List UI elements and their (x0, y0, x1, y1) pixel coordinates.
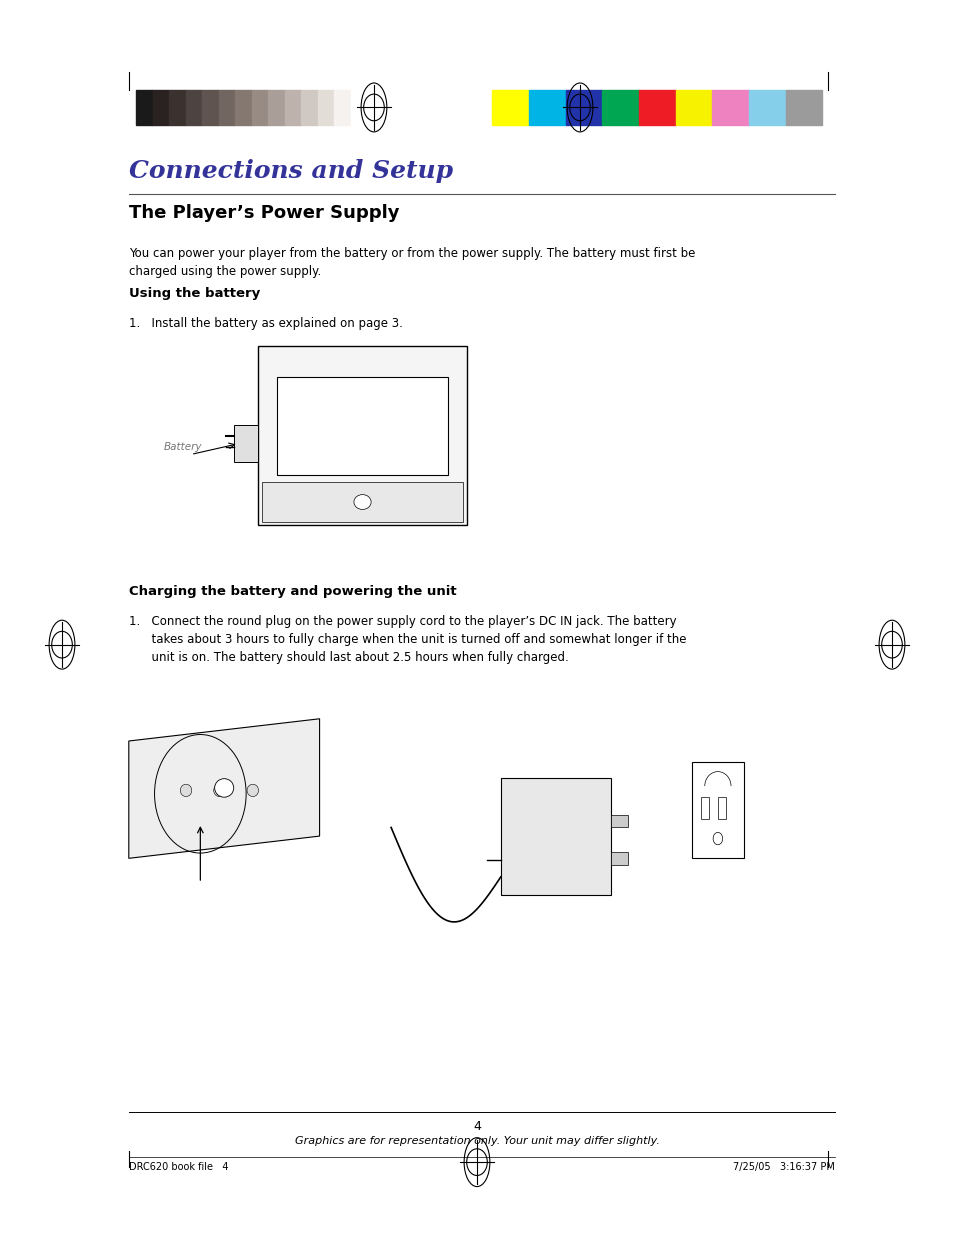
Bar (565, 90, 601, 125)
Polygon shape (129, 719, 319, 858)
Bar (202, 90, 218, 125)
Text: 1.   Install the battery as explained on page 3.: 1. Install the battery as explained on p… (129, 317, 402, 331)
Bar (218, 90, 235, 125)
Bar (351, 90, 367, 125)
Bar (700, 797, 708, 819)
Bar (639, 90, 675, 125)
Bar (257, 346, 467, 525)
Ellipse shape (247, 784, 258, 797)
Text: Battery: Battery (164, 442, 202, 452)
Bar (317, 90, 334, 125)
Text: Charging the battery and powering the unit: Charging the battery and powering the un… (129, 584, 456, 598)
Text: Graphics are for representation only. Your unit may differ slightly.: Graphics are for representation only. Yo… (294, 1136, 659, 1146)
Text: You can power your player from the battery or from the power supply. The battery: You can power your player from the batte… (129, 247, 695, 278)
Bar (233, 425, 257, 462)
Bar (500, 778, 610, 895)
Bar (718, 797, 725, 819)
Bar (492, 90, 528, 125)
Text: 4: 4 (473, 1120, 480, 1134)
Bar (712, 90, 748, 125)
Bar (152, 90, 170, 125)
Text: Connections and Setup: Connections and Setup (129, 159, 453, 183)
Bar (276, 377, 448, 475)
Text: The Player’s Power Supply: The Player’s Power Supply (129, 204, 399, 222)
Text: DRC620 book file   4: DRC620 book file 4 (129, 1162, 228, 1172)
Bar (691, 762, 743, 858)
Bar (262, 482, 462, 522)
Ellipse shape (354, 495, 371, 510)
Bar (334, 90, 351, 125)
Bar (285, 90, 301, 125)
Bar (748, 90, 785, 125)
Bar (610, 815, 627, 827)
Bar (268, 90, 285, 125)
Bar (601, 90, 639, 125)
Bar (186, 90, 202, 125)
Bar (235, 90, 252, 125)
Bar (528, 90, 565, 125)
Bar (170, 90, 186, 125)
Ellipse shape (213, 784, 225, 797)
Bar (675, 90, 712, 125)
Bar (301, 90, 317, 125)
Bar (610, 852, 627, 864)
Text: 1.   Connect the round plug on the power supply cord to the player’s DC IN jack.: 1. Connect the round plug on the power s… (129, 615, 685, 664)
Ellipse shape (180, 784, 192, 797)
Bar (136, 90, 152, 125)
Text: 7/25/05   3:16:37 PM: 7/25/05 3:16:37 PM (732, 1162, 834, 1172)
Ellipse shape (214, 779, 233, 798)
Bar (252, 90, 268, 125)
Bar (785, 90, 821, 125)
Text: Using the battery: Using the battery (129, 287, 260, 300)
